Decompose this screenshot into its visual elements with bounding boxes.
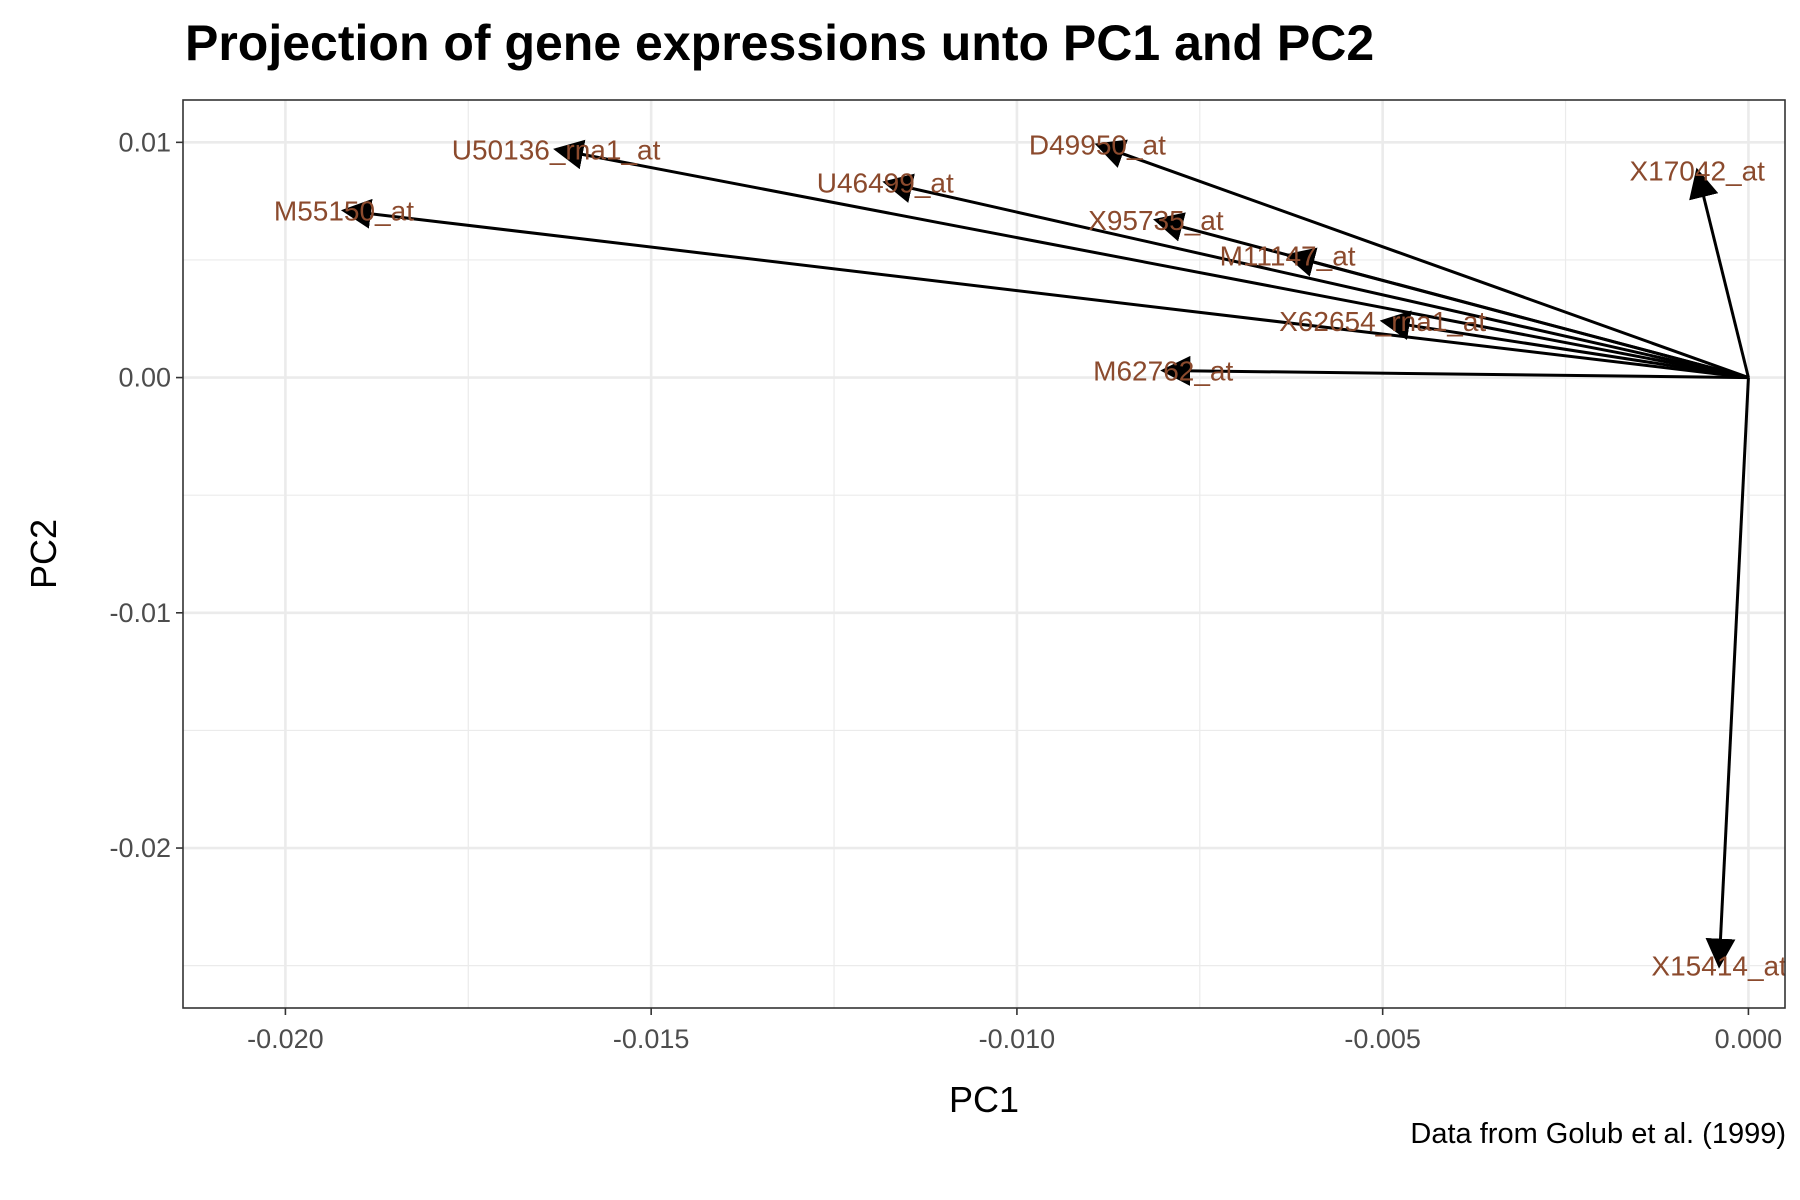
label-u50136-rna1-at: U50136_rna1_at xyxy=(452,134,661,165)
chart-caption: Data from Golub et al. (1999) xyxy=(1410,1118,1786,1150)
arrow-d49950-at xyxy=(1094,139,1749,379)
y-tick-label: 0.00 xyxy=(118,363,171,393)
arrow-m62762-at xyxy=(1160,355,1749,386)
y-axis-ticks: 0.01 0.00 -0.01 -0.02 xyxy=(109,127,183,863)
label-d49950-at: D49950_at xyxy=(1029,130,1166,161)
arrow-vectors xyxy=(340,139,1750,969)
x-tick-label: -0.020 xyxy=(247,1024,324,1054)
x-axis-title: PC1 xyxy=(949,1079,1019,1120)
label-x95735-at: X95735_at xyxy=(1088,205,1224,236)
x-tick-label: 0.000 xyxy=(1715,1024,1783,1054)
x-tick-label: -0.005 xyxy=(1344,1024,1421,1054)
label-m11147-at: M11147_at xyxy=(1220,240,1356,271)
label-m55150-at: M55150_at xyxy=(274,196,414,227)
x-tick-label: -0.015 xyxy=(613,1024,690,1054)
x-axis-ticks: -0.020 -0.015 -0.010 -0.005 0.000 xyxy=(247,1008,1782,1054)
label-x62654-rna1-at: X62654_rna1_at xyxy=(1279,306,1486,337)
grid-lines xyxy=(183,100,1785,1008)
y-axis-title: PC2 xyxy=(23,519,64,589)
arrow-x62654-rna1-at xyxy=(1379,310,1749,380)
label-u46499-at: U46499_at xyxy=(817,167,954,198)
y-tick-label: -0.02 xyxy=(109,833,171,863)
arrow-u50136-rna1-at xyxy=(553,139,1749,380)
arrow-m55150-at xyxy=(340,198,1749,380)
arrow-u46499-at xyxy=(882,173,1749,380)
label-m62762-at: M62762_at xyxy=(1093,356,1233,387)
label-x17042-at: X17042_at xyxy=(1629,156,1765,187)
x-tick-label: -0.010 xyxy=(979,1024,1056,1054)
arrow-x17042-at xyxy=(1689,167,1750,378)
gene-labels: X17042_at D49950_at U50136_rna1_at U46499_a… xyxy=(274,130,1787,982)
arrow-x15414-at xyxy=(1705,377,1750,969)
plot-panel-border xyxy=(182,99,1786,1009)
chart-title: Projection of gene expressions unto PC1 … xyxy=(185,15,1375,71)
arrow-m11147-at xyxy=(1284,247,1749,380)
y-tick-label: -0.01 xyxy=(109,598,171,628)
label-x15414-at: X15414_at xyxy=(1651,951,1787,982)
y-tick-label: 0.01 xyxy=(118,127,171,157)
